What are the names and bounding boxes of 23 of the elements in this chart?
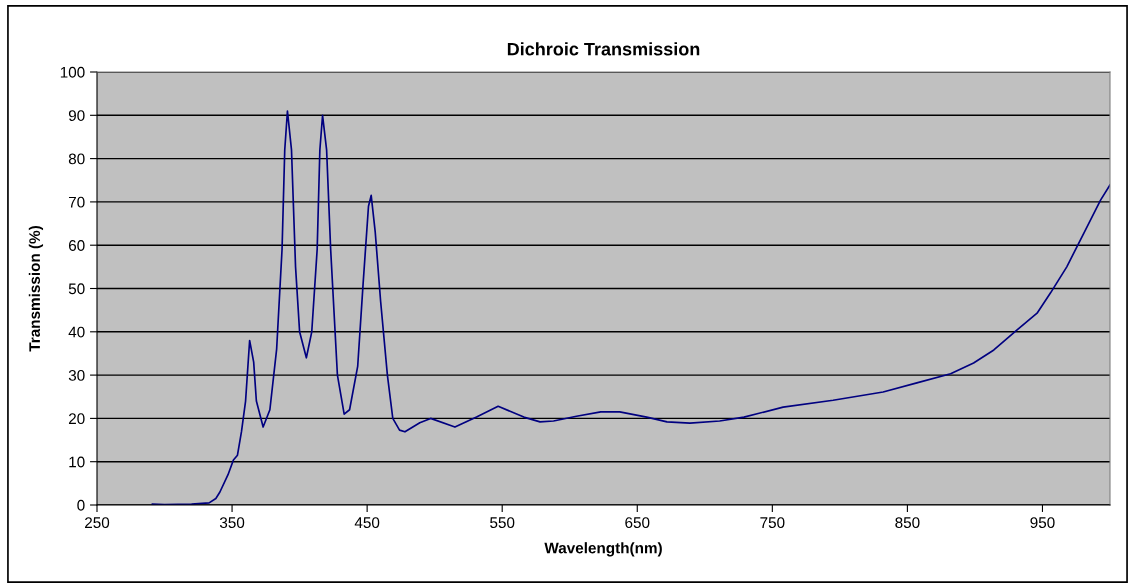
y-tick-label: 60 (68, 240, 85, 251)
y-tick-label: 50 (68, 283, 85, 295)
chart-title: Dichroic Transmission (507, 42, 700, 56)
y-tick-label: 100 (60, 66, 85, 78)
y-tick-label: 20 (68, 413, 85, 425)
x-tick-label: 550 (490, 517, 515, 529)
x-tick-label: 250 (85, 517, 110, 529)
x-tick-label: 850 (895, 517, 920, 529)
x-tick-label: 650 (625, 517, 650, 529)
y-tick-label: 40 (68, 326, 85, 338)
line-series (151, 110, 1110, 505)
y-tick-label: 90 (68, 110, 85, 121)
x-tick-label: 450 (354, 517, 380, 529)
y-axis-title: Transmission (%) (28, 226, 44, 352)
y-tick-label: 10 (69, 456, 85, 468)
y-tick-label: 0 (77, 499, 85, 511)
y-tick-label: 80 (68, 153, 85, 165)
x-tick-label: 350 (219, 517, 245, 529)
y-tick-label: 70 (68, 196, 85, 208)
x-tick-label: 750 (760, 517, 785, 529)
x-axis-title: Wavelength(nm) (544, 542, 662, 557)
y-tick-label: 30 (68, 369, 85, 381)
x-tick-label: 950 (1030, 517, 1055, 529)
